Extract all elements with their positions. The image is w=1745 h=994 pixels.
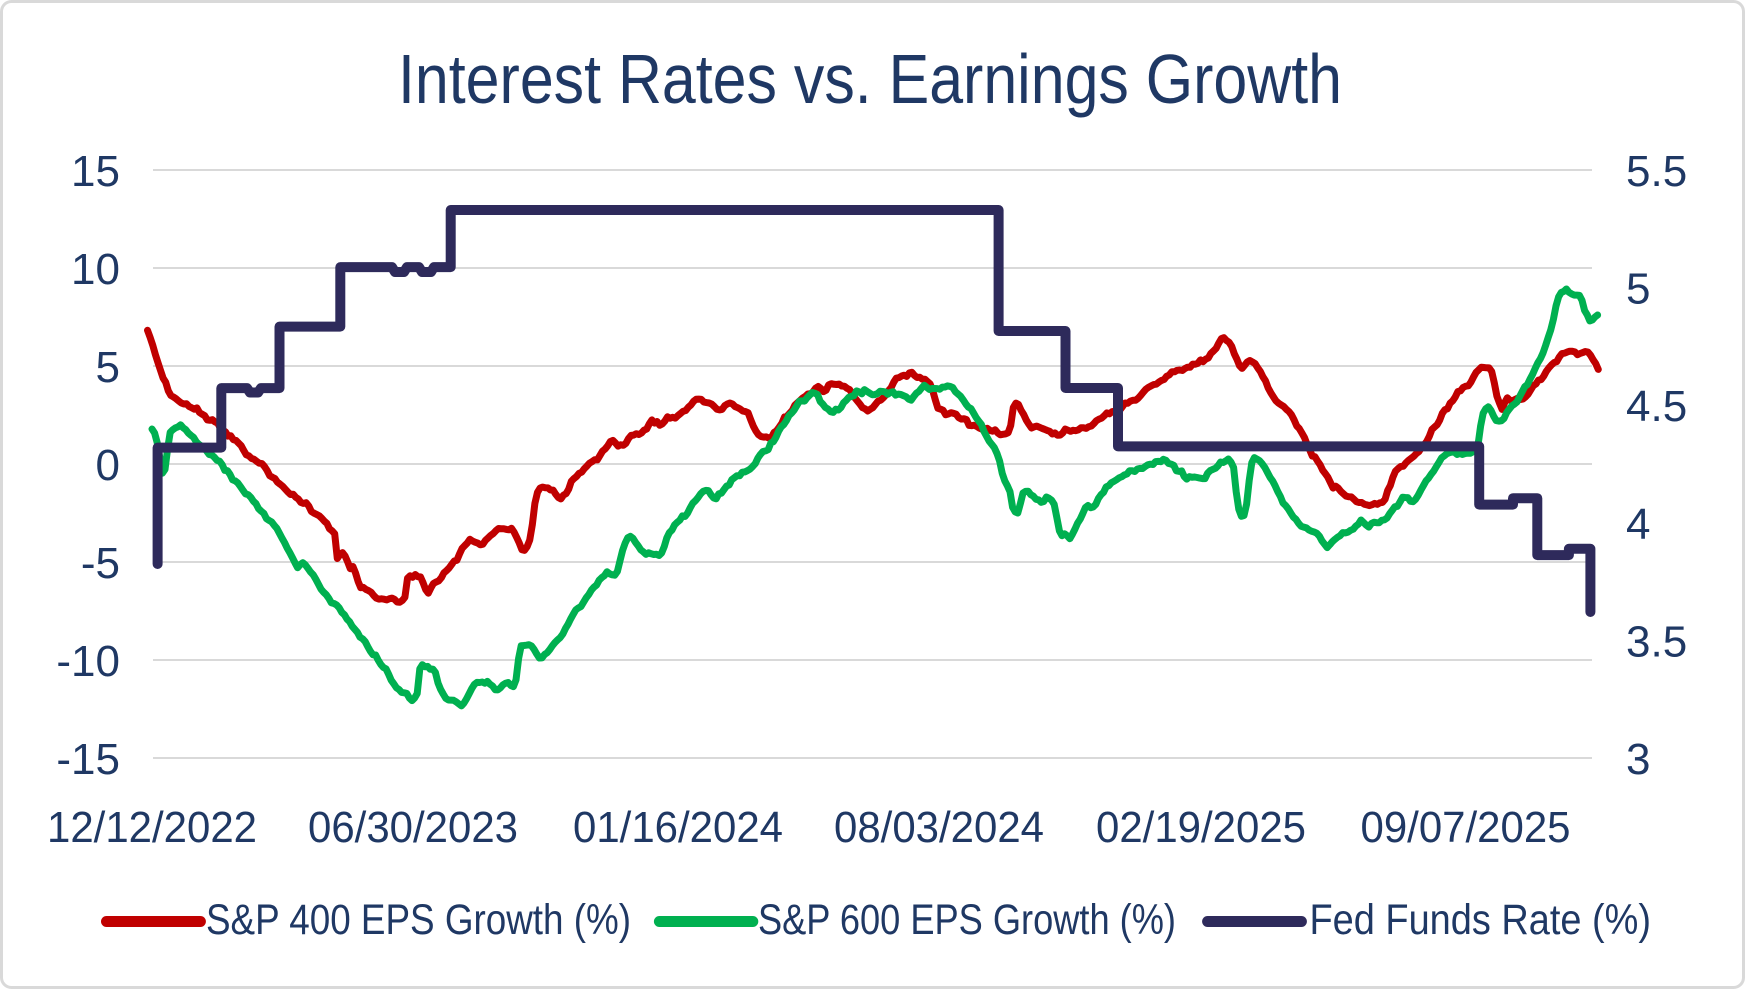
svg-text:3: 3 [1626, 735, 1650, 784]
svg-text:5.5: 5.5 [1626, 147, 1687, 196]
svg-text:-15: -15 [56, 735, 120, 784]
svg-text:-5: -5 [81, 539, 120, 588]
svg-text:4: 4 [1626, 500, 1650, 549]
svg-text:06/30/2023: 06/30/2023 [308, 803, 518, 852]
svg-text:5: 5 [96, 343, 120, 392]
svg-text:-10: -10 [56, 637, 120, 686]
svg-text:08/03/2024: 08/03/2024 [834, 803, 1044, 852]
svg-text:S&P 400 EPS Growth (%): S&P 400 EPS Growth (%) [206, 896, 631, 944]
svg-text:02/19/2025: 02/19/2025 [1096, 803, 1306, 852]
svg-text:12/12/2022: 12/12/2022 [47, 803, 257, 852]
svg-text:5: 5 [1626, 265, 1650, 314]
svg-text:4.5: 4.5 [1626, 382, 1687, 431]
svg-text:3.5: 3.5 [1626, 617, 1687, 666]
svg-text:S&P 600 EPS Growth (%): S&P 600 EPS Growth (%) [758, 896, 1176, 944]
svg-text:15: 15 [71, 147, 120, 196]
svg-text:Fed Funds Rate (%): Fed Funds Rate (%) [1310, 896, 1652, 944]
svg-text:01/16/2024: 01/16/2024 [573, 803, 783, 852]
svg-text:10: 10 [71, 245, 120, 294]
svg-text:09/07/2025: 09/07/2025 [1361, 803, 1571, 852]
svg-text:0: 0 [96, 441, 120, 490]
svg-text:Interest Rates vs. Earnings Gr: Interest Rates vs. Earnings Growth [398, 40, 1342, 118]
